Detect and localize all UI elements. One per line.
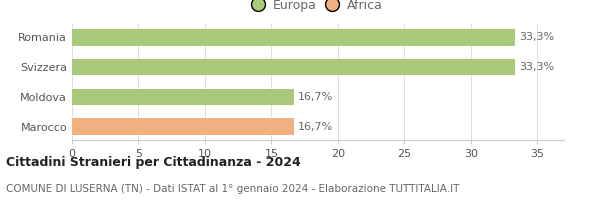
Legend: Europa, Africa: Europa, Africa — [250, 0, 386, 15]
Text: 16,7%: 16,7% — [298, 122, 334, 132]
Bar — [72, 29, 515, 46]
Bar — [72, 59, 515, 75]
Bar — [72, 118, 294, 135]
Text: Cittadini Stranieri per Cittadinanza - 2024: Cittadini Stranieri per Cittadinanza - 2… — [6, 156, 301, 169]
Text: 16,7%: 16,7% — [298, 92, 334, 102]
Text: 33,3%: 33,3% — [519, 62, 554, 72]
Text: 33,3%: 33,3% — [519, 32, 554, 42]
Text: COMUNE DI LUSERNA (TN) - Dati ISTAT al 1° gennaio 2024 - Elaborazione TUTTITALIA: COMUNE DI LUSERNA (TN) - Dati ISTAT al 1… — [6, 184, 460, 194]
Bar — [72, 89, 294, 105]
